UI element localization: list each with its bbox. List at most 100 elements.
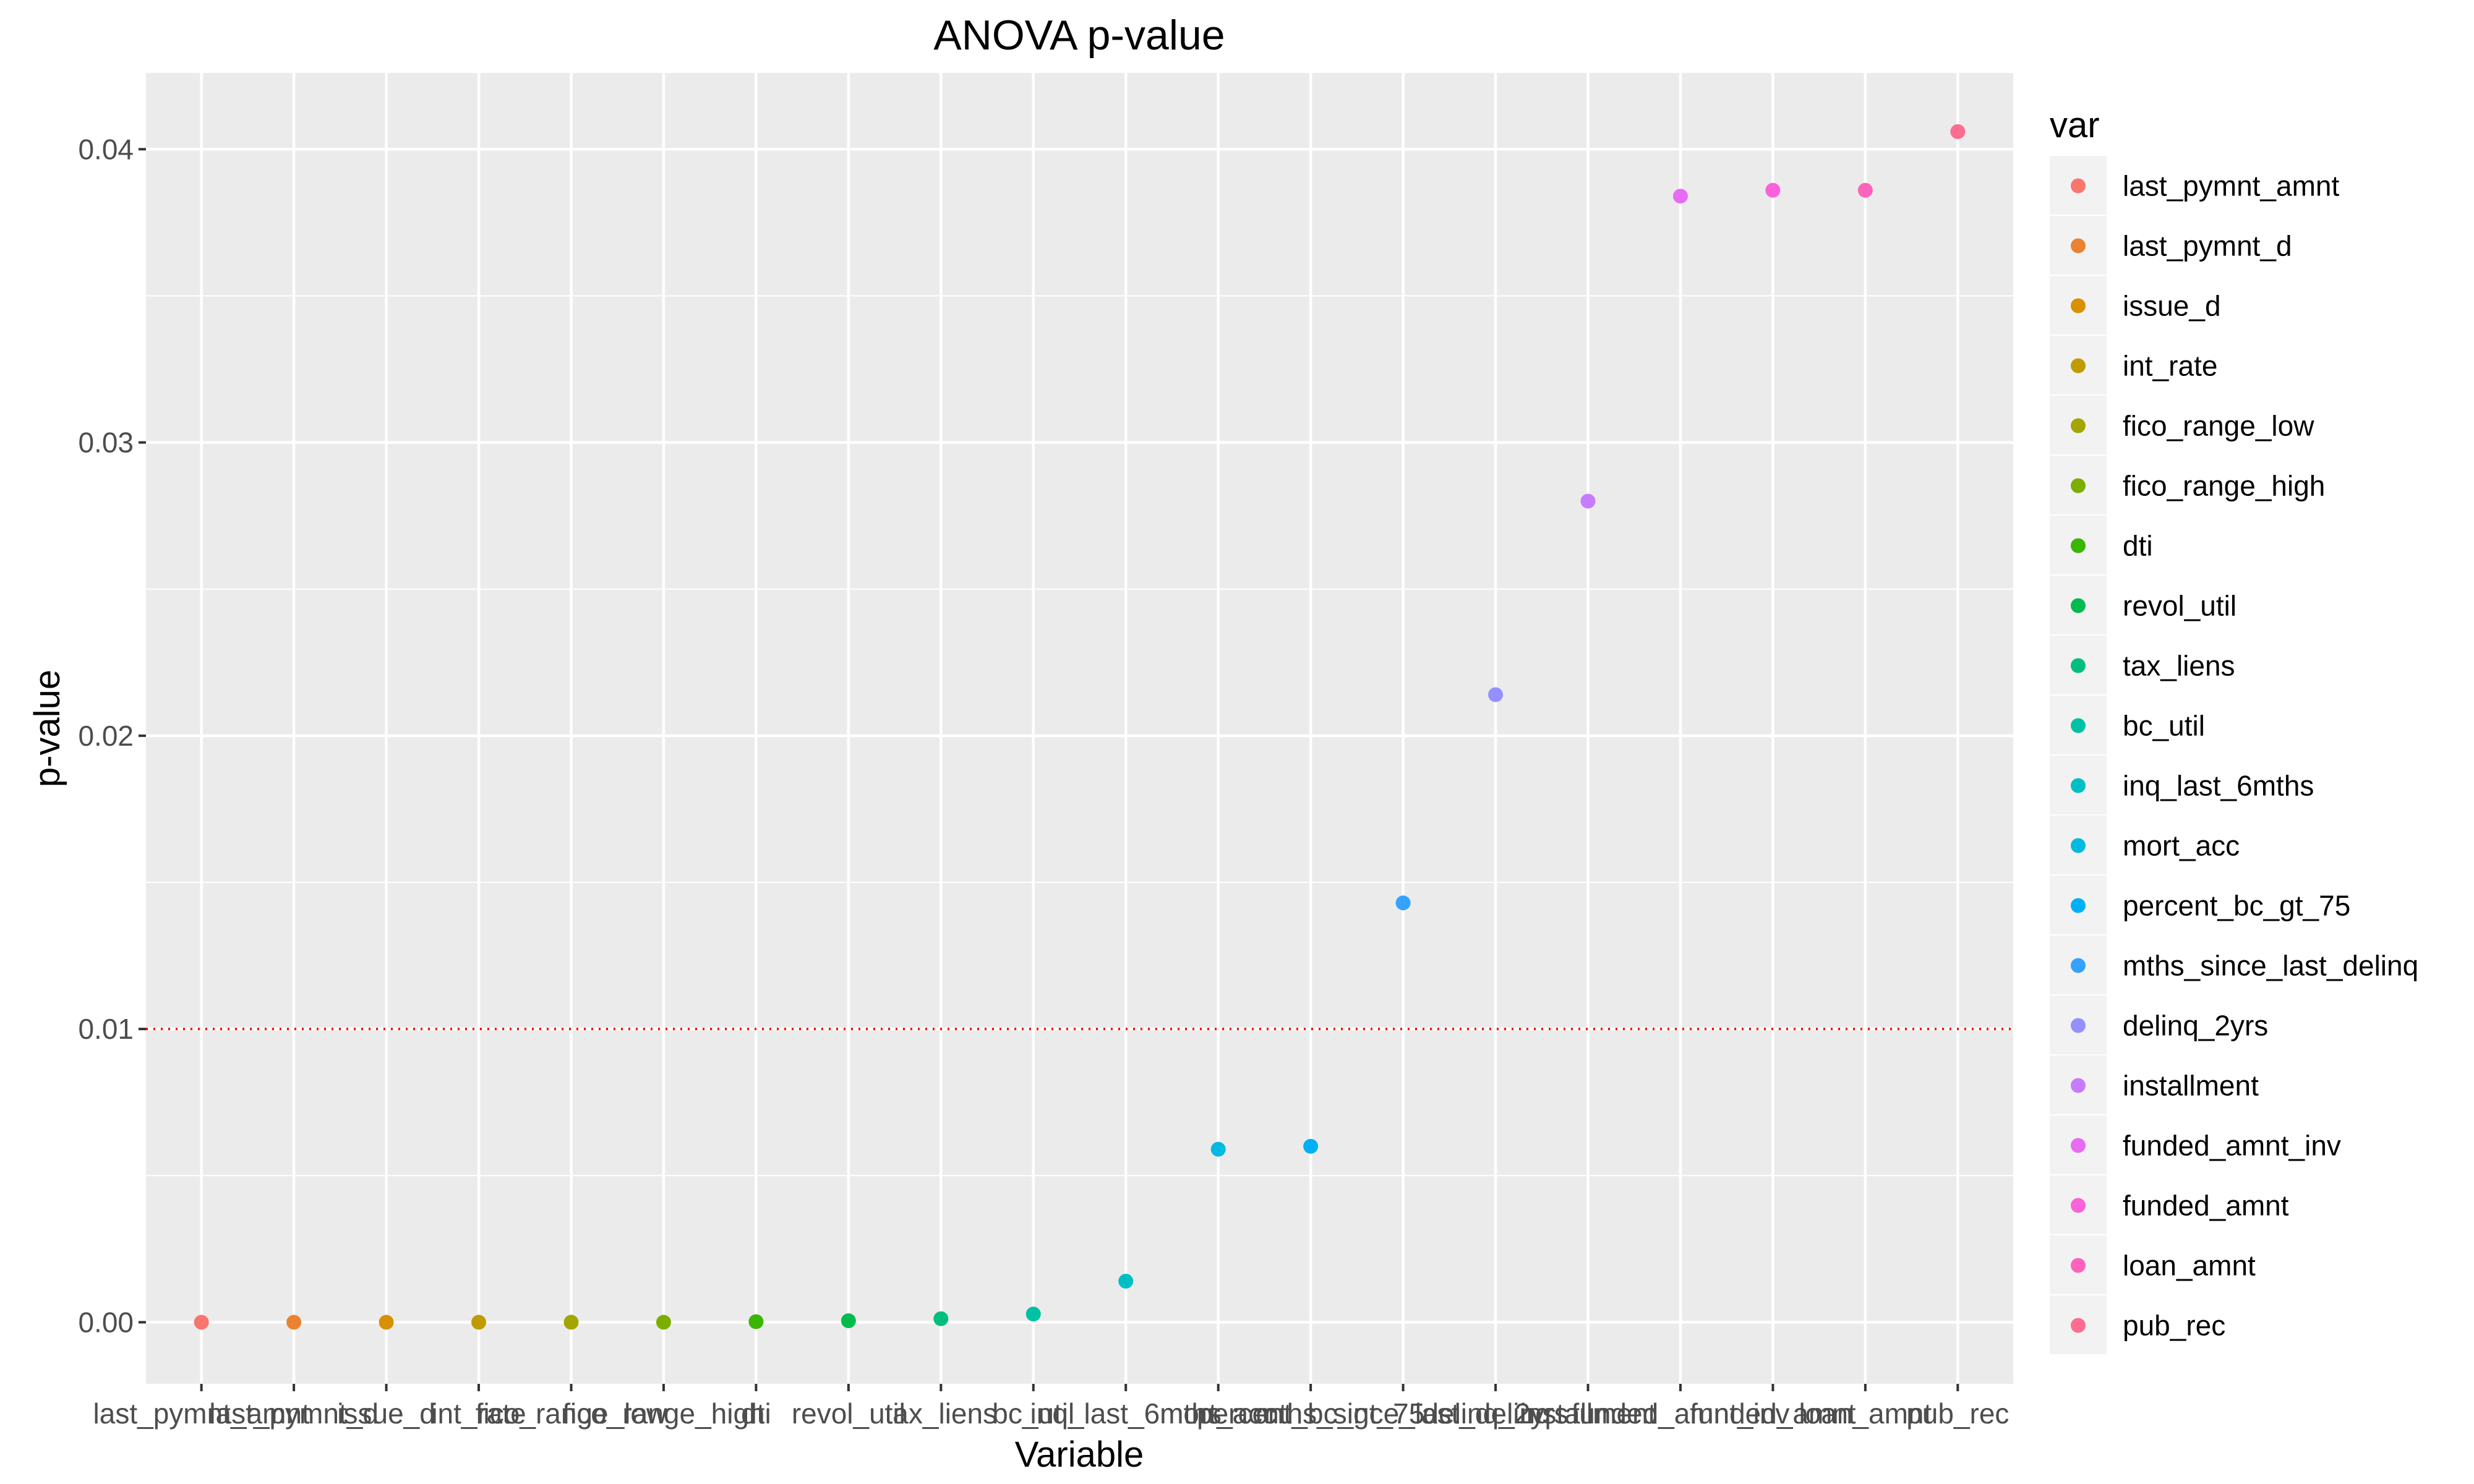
legend-item: mths_since_last_delinq [2050, 936, 2418, 994]
legend-item: inq_last_6mths [2050, 756, 2314, 814]
x-axis-title: Variable [1015, 1435, 1144, 1475]
data-point [1025, 1307, 1041, 1322]
x-tick-label: funded_amnt_inv [1571, 1397, 1789, 1430]
legend-label: last_pymnt_amnt [2123, 170, 2339, 202]
y-tick-label: 0.03 [78, 427, 134, 459]
data-point [841, 1313, 856, 1329]
legend-item: mort_acc [2050, 816, 2240, 874]
legend-label: funded_amnt_inv [2123, 1130, 2341, 1162]
legend-label: int_rate [2123, 350, 2217, 382]
x-axis-ticks: last_pymnt_amntlast_pymnt_dissue_dint_ra… [93, 1384, 2009, 1430]
data-point [1672, 189, 1688, 204]
legend-marker [2071, 418, 2086, 433]
legend-item: last_pymnt_amnt [2050, 156, 2339, 215]
data-point [194, 1315, 209, 1330]
legend-label: funded_amnt [2123, 1190, 2289, 1222]
legend-label: issue_d [2123, 290, 2221, 322]
data-point [748, 1314, 764, 1329]
x-tick-label: mort_acc [1160, 1397, 1277, 1430]
x-tick-label: fico_range_low [476, 1397, 667, 1430]
x-tick-label: bc_util [992, 1397, 1074, 1430]
legend-item: tax_liens [2050, 636, 2235, 694]
legend-label: loan_amnt [2123, 1250, 2256, 1282]
data-points [194, 124, 1966, 1330]
legend-items: last_pymnt_amnt last_pymnt_d issue_d int_ra… [2050, 156, 2418, 1354]
data-point [1488, 687, 1504, 702]
x-tick-label: loan_amnt [1799, 1397, 1932, 1430]
legend-item: int_rate [2050, 336, 2217, 394]
legend-marker [2071, 898, 2086, 913]
x-tick-label: delinq_2yrs [1423, 1397, 1568, 1430]
legend-marker [2071, 958, 2086, 973]
x-tick-label: dti [741, 1397, 771, 1430]
x-tick-label: funded_amnt [1690, 1397, 1856, 1430]
legend-item: pub_rec [2050, 1295, 2225, 1354]
legend-label: percent_bc_gt_75 [2123, 890, 2350, 922]
legend-marker [2071, 238, 2086, 254]
x-tick-label: inq_last_6mths [1030, 1397, 1222, 1430]
legend-marker [2071, 1318, 2086, 1333]
legend-label: tax_liens [2123, 650, 2235, 682]
legend-label: fico_range_low [2123, 410, 2314, 442]
y-axis-ticks: 0.00 0.01 0.02 0.03 0.04 [78, 133, 146, 1338]
data-point [1765, 182, 1781, 198]
y-tick-label: 0.04 [78, 133, 134, 165]
legend-marker [2071, 598, 2086, 613]
data-point [1580, 493, 1596, 509]
legend-label: installment [2123, 1070, 2259, 1102]
x-tick-label: percent_bc_gt_75 [1197, 1397, 1424, 1430]
legend-title: var [2050, 105, 2100, 145]
x-tick-label: last_pymnt_amnt [93, 1397, 310, 1430]
legend-marker [2071, 1138, 2086, 1153]
chart-title: ANOVA p-value [933, 12, 1225, 59]
data-point [1950, 124, 1966, 139]
data-point [471, 1315, 487, 1330]
data-point [656, 1315, 671, 1330]
legend-item: fico_range_low [2050, 396, 2314, 454]
legend-item: dti [2050, 516, 2153, 574]
legend-label: delinq_2yrs [2123, 1010, 2268, 1042]
legend-item: funded_amnt [2050, 1175, 2289, 1234]
legend-label: bc_util [2123, 710, 2205, 742]
data-point [1118, 1274, 1134, 1289]
x-tick-label: last_pymnt_d [209, 1397, 379, 1430]
legend-marker [2071, 178, 2086, 194]
x-tick-label: pub_rec [1906, 1397, 2009, 1430]
legend-label: dti [2123, 530, 2153, 562]
legend-label: pub_rec [2123, 1310, 2225, 1342]
x-tick-label: issue_d [337, 1397, 435, 1430]
legend-marker [2071, 718, 2086, 733]
x-tick-label: revol_util [792, 1397, 905, 1430]
data-point [1395, 895, 1411, 911]
legend-item: last_pymnt_d [2050, 216, 2292, 275]
legend-label: last_pymnt_d [2123, 230, 2292, 262]
legend-item: delinq_2yrs [2050, 996, 2268, 1054]
y-tick-label: 0.00 [78, 1306, 134, 1338]
legend-item: fico_range_high [2050, 456, 2325, 514]
legend-item: issue_d [2050, 276, 2221, 335]
data-point [1210, 1141, 1226, 1157]
legend-item: installment [2050, 1055, 2259, 1114]
legend-marker [2071, 1198, 2086, 1213]
legend-item: percent_bc_gt_75 [2050, 876, 2350, 934]
y-tick-label: 0.02 [78, 720, 134, 752]
legend-marker [2071, 358, 2086, 373]
y-tick-label: 0.01 [78, 1013, 134, 1045]
legend-item: loan_amnt [2050, 1235, 2256, 1294]
data-point [379, 1315, 394, 1330]
x-tick-label: fico_range_high [562, 1397, 764, 1430]
x-tick-label: installment [1520, 1397, 1656, 1430]
legend-marker [2071, 478, 2086, 493]
x-tick-label: mths_since_last_delinq [1256, 1397, 1551, 1430]
data-point [563, 1315, 579, 1330]
grid-lines [146, 73, 2013, 1384]
legend-marker [2071, 778, 2086, 793]
data-point [933, 1311, 949, 1326]
legend-label: mort_acc [2123, 830, 2240, 862]
x-tick-label: int_rate [431, 1397, 526, 1430]
data-point [1303, 1138, 1319, 1154]
legend-label: inq_last_6mths [2123, 770, 2314, 802]
legend-marker [2071, 1258, 2086, 1273]
legend-item: bc_util [2050, 696, 2205, 754]
